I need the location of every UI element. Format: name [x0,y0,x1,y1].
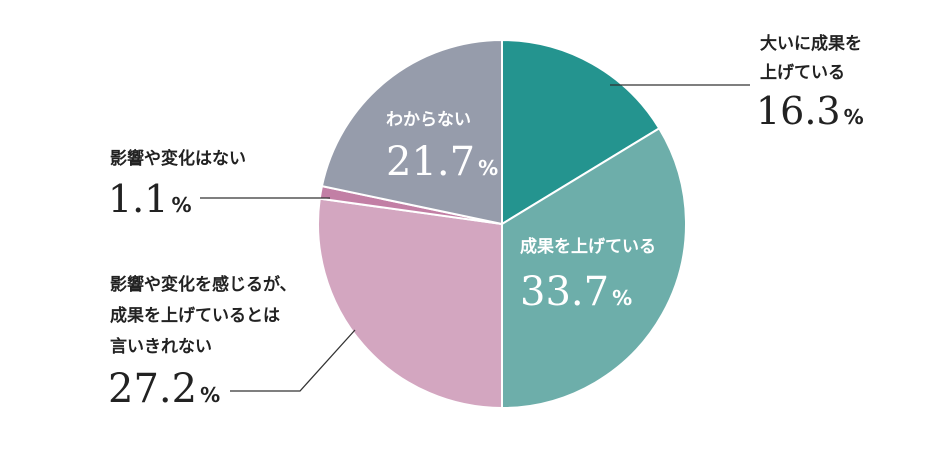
slice-label-0-1: 上げている [760,63,845,83]
slice-label-2-1: 成果を上げているとは [110,305,280,326]
slice-value-3: 1.1% [108,177,191,221]
slice-value-2: 27.2% [108,366,220,412]
slice-label-1-0: 成果を上げている [520,236,656,257]
slice-label-0-0: 大いに成果を [760,33,862,54]
slice-label-2-2: 言いきれない [110,336,212,357]
slice-value-4: 21.7% [386,139,498,185]
pie-slice-4 [320,38,503,226]
leader-line-2 [230,329,356,392]
slice-label-2-0: 影響や変化を感じるが、 [110,274,297,295]
pie-slice-0 [501,38,661,226]
slice-label-3-0: 影響や変化はない [110,148,246,169]
pie-slice-1 [501,126,688,410]
pie-slice-2 [317,197,503,410]
slice-value-1: 33.7% [520,269,632,315]
slice-value-0: 16.3% [756,89,864,133]
slice-label-4-0: わからない [386,110,471,130]
